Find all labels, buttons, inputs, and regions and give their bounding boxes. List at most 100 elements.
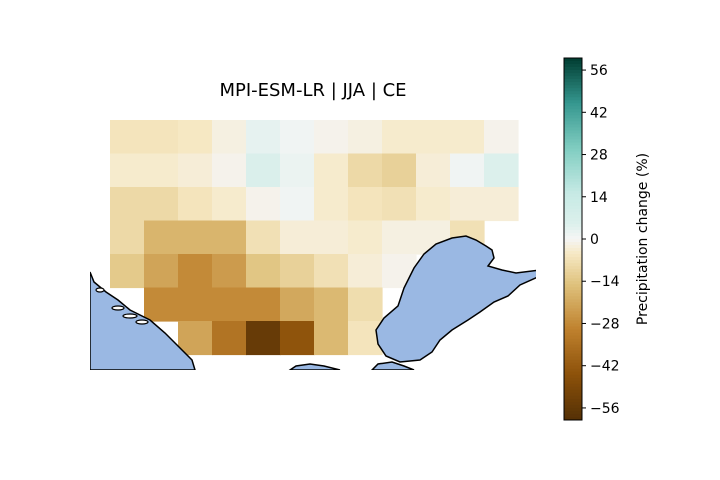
grid-cell xyxy=(212,153,247,188)
colorbar-segment xyxy=(564,353,582,358)
colorbar-segment xyxy=(564,175,582,180)
grid-cell xyxy=(280,120,315,155)
colorbar-segment xyxy=(564,172,582,177)
black-sea xyxy=(375,235,536,363)
colorbar-segment xyxy=(564,190,582,195)
colorbar-segment xyxy=(564,187,582,192)
colorbar-segment xyxy=(564,61,582,65)
colorbar-segment xyxy=(564,73,582,77)
grid-cell xyxy=(110,220,145,255)
colorbar-segment xyxy=(564,223,582,228)
colorbar-segment xyxy=(564,341,582,345)
grid-cell xyxy=(280,220,315,255)
colorbar-segment xyxy=(564,410,582,415)
grid-cell xyxy=(382,120,417,155)
colorbar-segment xyxy=(564,287,582,291)
grid-cell xyxy=(314,287,349,322)
grid-cell xyxy=(178,153,213,188)
sea-area xyxy=(90,235,536,370)
colorbar-segment xyxy=(564,109,582,113)
grid-cell xyxy=(178,321,213,356)
colorbar-segment xyxy=(564,217,582,222)
colorbar-segment xyxy=(564,169,582,174)
grid-cell xyxy=(178,120,213,155)
grid-cell xyxy=(246,254,281,289)
grid-cell xyxy=(144,187,179,222)
grid-cell xyxy=(144,287,179,322)
colorbar-segment xyxy=(564,257,582,261)
colorbar-segment xyxy=(564,64,582,68)
grid-cell xyxy=(144,153,179,188)
grid-cell xyxy=(348,220,383,255)
colorbar-segment xyxy=(564,181,582,186)
colorbar-segment xyxy=(564,398,582,403)
colorbar-gradient xyxy=(564,58,582,421)
colorbar-segment xyxy=(564,202,582,207)
colorbar-segment xyxy=(564,94,582,98)
grid-cell xyxy=(280,321,315,356)
grid-cell xyxy=(246,120,281,155)
colorbar-segment xyxy=(564,199,582,204)
colorbar-segment xyxy=(564,326,582,330)
colorbar-segment xyxy=(564,416,582,421)
grid-cell xyxy=(144,120,179,155)
colorbar-segment xyxy=(564,76,582,80)
aegean-sea xyxy=(288,363,341,370)
grid-cell xyxy=(348,187,383,222)
grid-cell xyxy=(314,187,349,222)
colorbar-tick-label: 42 xyxy=(590,105,608,121)
colorbar-segment xyxy=(564,145,582,149)
colorbar-segment xyxy=(564,239,582,243)
colorbar-segment xyxy=(564,157,582,161)
grid-cell xyxy=(484,153,519,188)
grid-cell xyxy=(348,153,383,188)
colorbar-segment xyxy=(564,229,582,234)
colorbar-segment xyxy=(564,401,582,406)
colorbar-segment xyxy=(564,220,582,225)
colorbar-segment xyxy=(564,214,582,219)
colorbar-segment xyxy=(564,118,582,122)
grid-cell xyxy=(348,287,383,322)
grid-cell xyxy=(280,287,315,322)
grid-cell xyxy=(212,220,247,255)
colorbar-tick-label: 28 xyxy=(590,148,608,164)
colorbar-segment xyxy=(564,205,582,210)
colorbar-segment xyxy=(564,269,582,273)
colorbar-segment xyxy=(564,82,582,86)
colorbar-segment xyxy=(564,67,582,71)
colorbar-segment xyxy=(564,248,582,252)
colorbar-segment xyxy=(564,329,582,333)
grid-cell xyxy=(348,120,383,155)
grid-cell xyxy=(484,120,519,155)
colorbar-segment xyxy=(564,389,582,394)
colorbar-segment xyxy=(564,106,582,110)
grid-cell xyxy=(178,220,213,255)
colorbar-segment xyxy=(564,208,582,213)
colorbar-label: Precipitation change (%) xyxy=(635,152,652,326)
map-title: MPI-ESM-LR | JJA | CE xyxy=(219,80,407,101)
colorbar-segment xyxy=(564,305,582,309)
grid-cell xyxy=(484,187,519,222)
colorbar-segment xyxy=(564,332,582,336)
colorbar-segment xyxy=(564,302,582,306)
grid-cell xyxy=(212,187,247,222)
colorbar-segment xyxy=(564,58,582,62)
grid-cell xyxy=(382,153,417,188)
colorbar-segment xyxy=(564,356,582,361)
colorbar-segment xyxy=(564,232,582,237)
colorbar-segment xyxy=(564,380,582,385)
colorbar-segment xyxy=(564,133,582,137)
colorbar-segment xyxy=(564,407,582,412)
colorbar-segment xyxy=(564,115,582,119)
colorbar-segment xyxy=(564,242,582,246)
colorbar-segment xyxy=(564,178,582,183)
island xyxy=(95,287,105,293)
grid-cell xyxy=(246,287,281,322)
colorbar-segment xyxy=(564,386,582,391)
colorbar-segment xyxy=(564,395,582,400)
grid-cell xyxy=(314,321,349,356)
colorbar-segment xyxy=(564,251,582,255)
grid-cell xyxy=(246,220,281,255)
colorbar xyxy=(563,57,583,421)
colorbar-segment xyxy=(564,392,582,397)
